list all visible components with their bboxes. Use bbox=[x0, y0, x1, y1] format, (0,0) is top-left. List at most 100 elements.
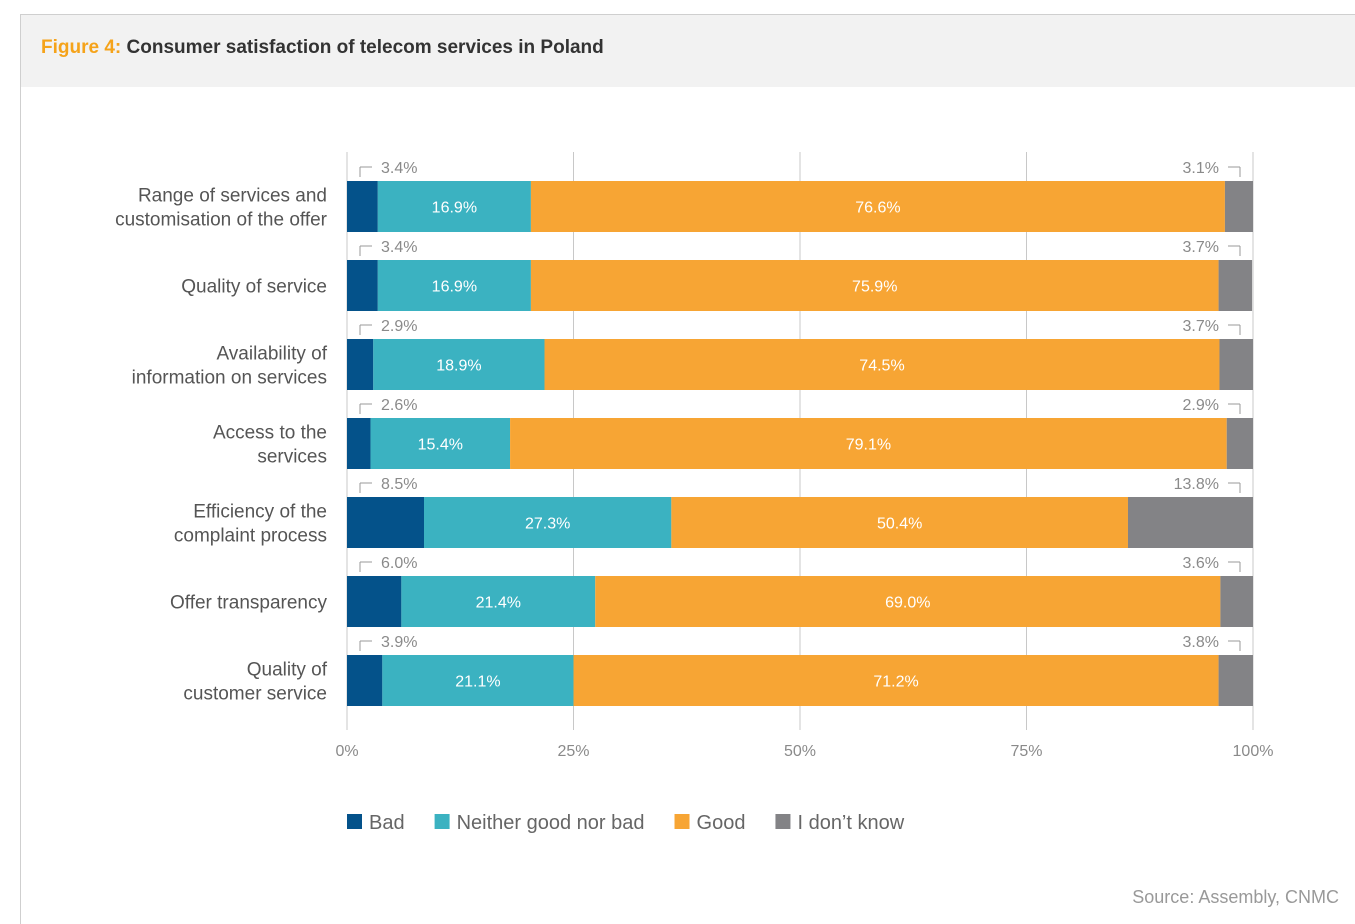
data-label: 71.2% bbox=[873, 674, 918, 691]
data-label: 3.7% bbox=[1183, 239, 1219, 256]
x-tick-label: 25% bbox=[557, 743, 589, 760]
leader-line bbox=[1228, 640, 1241, 651]
bar-segment-i-don-t-know bbox=[1218, 260, 1253, 311]
leader-line bbox=[1228, 245, 1241, 256]
bar-segment-good bbox=[530, 181, 1225, 232]
bar-segment-i-don-t-know bbox=[1219, 339, 1253, 390]
data-label: 2.6% bbox=[381, 397, 417, 414]
category-label: Quality of bbox=[247, 660, 328, 681]
data-label: 21.4% bbox=[476, 595, 521, 612]
leader-line bbox=[1228, 324, 1241, 335]
figure-header: Figure 4: Consumer satisfaction of telec… bbox=[21, 15, 1355, 87]
data-label: 2.9% bbox=[1183, 397, 1219, 414]
data-label: 8.5% bbox=[381, 476, 417, 493]
bar-segment-i-don-t-know bbox=[1224, 181, 1253, 232]
bar-segment-good bbox=[671, 497, 1128, 548]
category-label: customer service bbox=[183, 684, 327, 705]
category-label: Quality of service bbox=[181, 277, 327, 298]
data-label: 69.0% bbox=[885, 595, 930, 612]
bar-segment-neither-good-nor-bad bbox=[377, 181, 531, 232]
bar-segment-bad bbox=[347, 181, 378, 232]
data-label: 3.4% bbox=[381, 239, 417, 256]
bar-segment-neither-good-nor-bad bbox=[401, 576, 596, 627]
data-label: 3.4% bbox=[381, 160, 417, 177]
figure-title-text: Consumer satisfaction of telecom service… bbox=[126, 37, 604, 58]
category-label: Efficiency of the bbox=[193, 502, 327, 523]
category-label: complaint process bbox=[174, 526, 327, 547]
x-tick-label: 75% bbox=[1010, 743, 1042, 760]
x-tick-label: 50% bbox=[784, 743, 816, 760]
leader-line bbox=[359, 324, 372, 335]
leader-line bbox=[359, 640, 372, 651]
data-label: 79.1% bbox=[846, 437, 891, 454]
bar-segment-good bbox=[530, 260, 1219, 311]
category-label: Availability of bbox=[216, 344, 327, 365]
bar-segment-bad bbox=[347, 418, 371, 469]
category-label: customisation of the offer bbox=[115, 210, 328, 231]
data-label: 75.9% bbox=[852, 279, 897, 296]
legend-swatch bbox=[347, 814, 362, 829]
leader-line bbox=[359, 561, 372, 572]
data-label: 3.6% bbox=[1183, 555, 1219, 572]
bar-segment-bad bbox=[347, 655, 383, 706]
legend-swatch bbox=[674, 814, 690, 829]
bar-segment-i-don-t-know bbox=[1218, 655, 1253, 706]
bar-segment-i-don-t-know bbox=[1226, 418, 1253, 469]
category-label: information on services bbox=[132, 368, 327, 389]
bar-segment-good bbox=[573, 655, 1219, 706]
leader-line bbox=[359, 482, 372, 493]
data-label: 6.0% bbox=[381, 555, 417, 572]
legend-label: I don’t know bbox=[797, 812, 904, 834]
data-label: 3.8% bbox=[1183, 634, 1219, 651]
leader-line bbox=[359, 245, 372, 256]
legend-label: Bad bbox=[369, 812, 405, 834]
category-label: Access to the bbox=[213, 423, 327, 444]
legend-label: Neither good nor bad bbox=[457, 812, 645, 834]
data-label: 76.6% bbox=[855, 200, 900, 217]
bar-segment-good bbox=[544, 339, 1220, 390]
bar-segment-neither-good-nor-bad bbox=[373, 339, 545, 390]
data-label: 27.3% bbox=[525, 516, 570, 533]
leader-line bbox=[1228, 166, 1241, 177]
bar-segment-bad bbox=[347, 497, 425, 548]
data-label: 2.9% bbox=[381, 318, 417, 335]
data-label: 74.5% bbox=[859, 358, 904, 375]
bar-segment-neither-good-nor-bad bbox=[370, 418, 511, 469]
data-label: 3.9% bbox=[381, 634, 417, 651]
x-tick-label: 100% bbox=[1233, 743, 1274, 760]
leader-line bbox=[1228, 561, 1241, 572]
source-note: Source: Assembly, CNMC bbox=[1132, 887, 1339, 907]
data-label: 13.8% bbox=[1174, 476, 1219, 493]
bar-segment-i-don-t-know bbox=[1220, 576, 1253, 627]
data-label: 15.4% bbox=[418, 437, 463, 454]
legend-label: Good bbox=[697, 812, 746, 834]
leader-line bbox=[359, 166, 372, 177]
data-label: 16.9% bbox=[432, 200, 477, 217]
category-label: Offer transparency bbox=[170, 593, 328, 614]
data-label: 50.4% bbox=[877, 516, 922, 533]
bar-segment-bad bbox=[347, 260, 378, 311]
bar-segment-neither-good-nor-bad bbox=[424, 497, 672, 548]
bar-segment-good bbox=[595, 576, 1221, 627]
category-label: Range of services and bbox=[138, 186, 327, 207]
data-label: 3.7% bbox=[1183, 318, 1219, 335]
data-label: 21.1% bbox=[455, 674, 500, 691]
bar-segment-neither-good-nor-bad bbox=[377, 260, 531, 311]
bar-segment-bad bbox=[347, 339, 374, 390]
data-label: 3.1% bbox=[1183, 160, 1219, 177]
bar-segment-bad bbox=[347, 576, 402, 627]
bar-segment-i-don-t-know bbox=[1127, 497, 1253, 548]
leader-line bbox=[1228, 403, 1241, 414]
legend-swatch bbox=[775, 814, 791, 829]
data-label: 18.9% bbox=[436, 358, 481, 375]
bar-segment-good bbox=[510, 418, 1227, 469]
category-label: services bbox=[257, 447, 327, 468]
leader-line bbox=[1228, 482, 1241, 493]
data-label: 16.9% bbox=[432, 279, 477, 296]
figure-number: Figure 4: bbox=[41, 37, 122, 58]
bar-segment-neither-good-nor-bad bbox=[382, 655, 574, 706]
x-tick-label: 0% bbox=[335, 743, 358, 760]
legend-swatch bbox=[434, 814, 450, 829]
figure-title: Figure 4: Consumer satisfaction of telec… bbox=[41, 37, 604, 59]
